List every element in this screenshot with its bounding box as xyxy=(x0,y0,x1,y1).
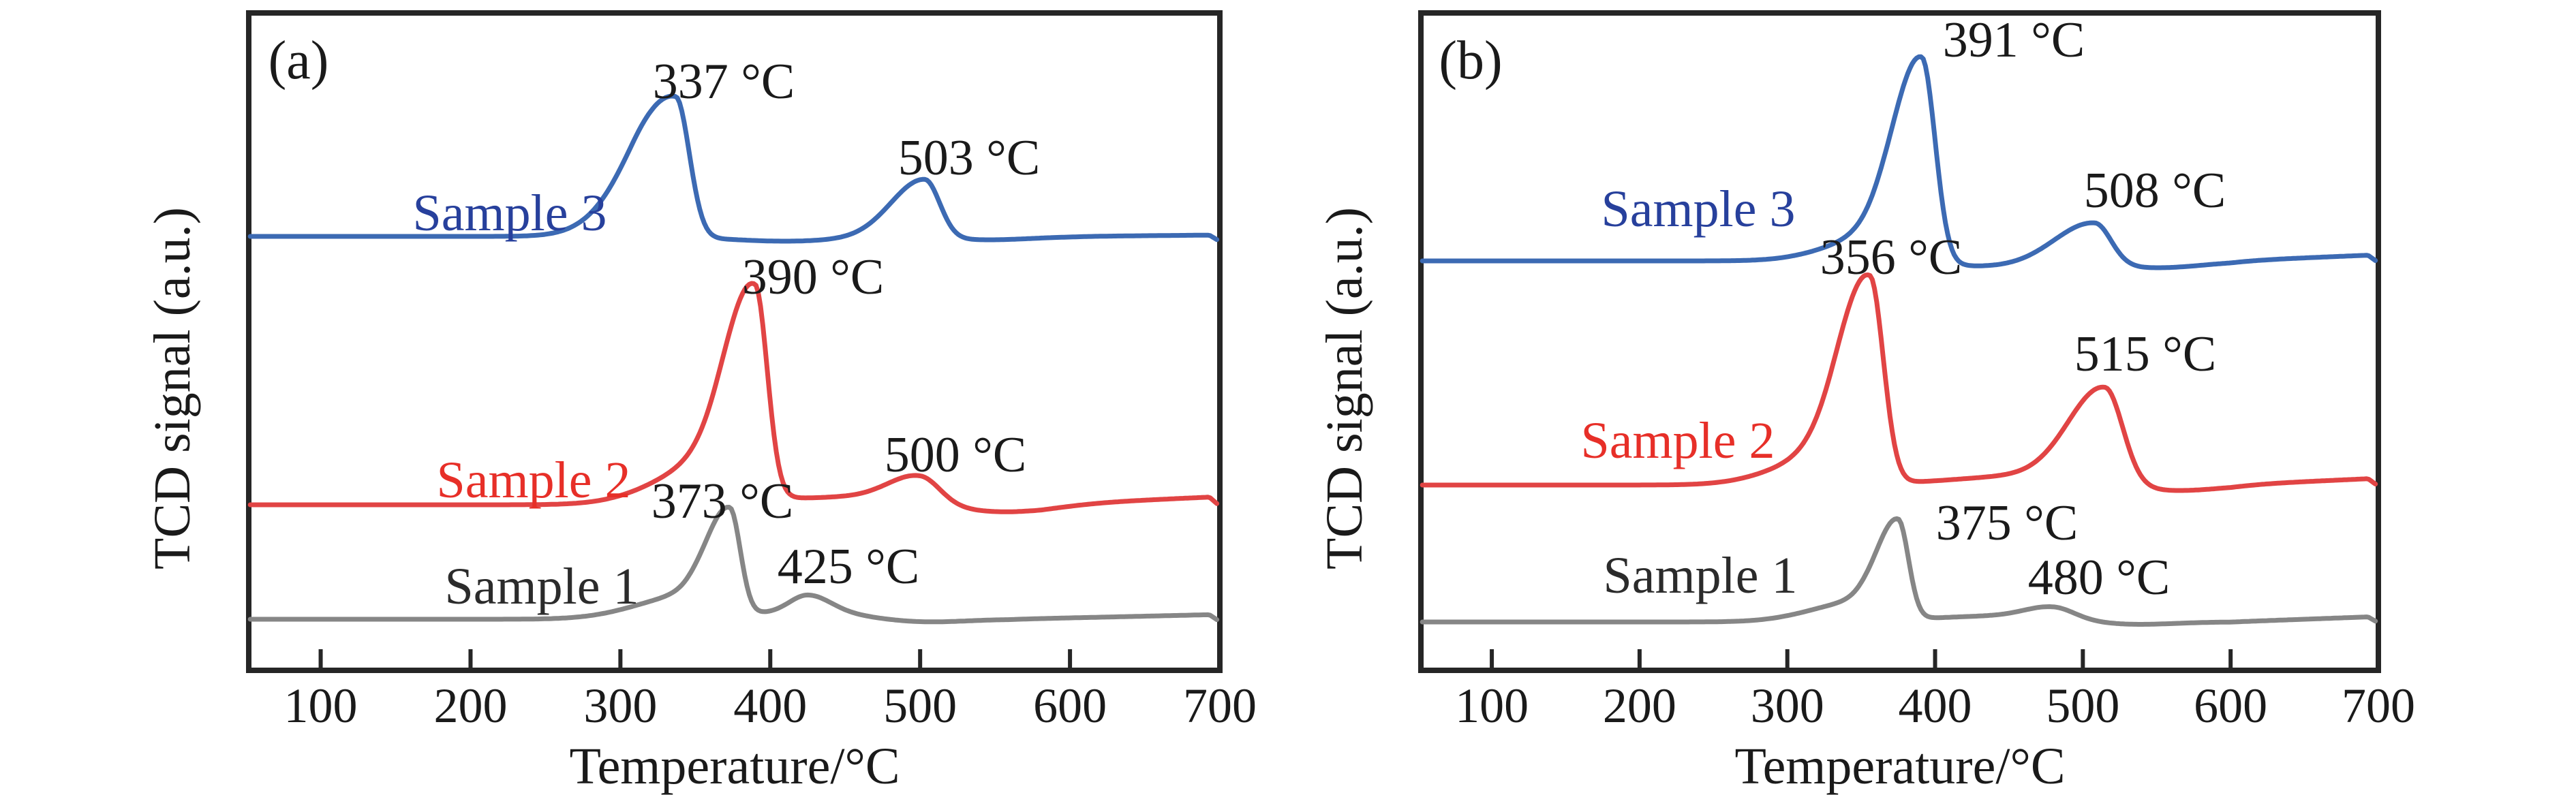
curve-sample-1 xyxy=(247,505,1220,625)
peak-annotation: 375 °C xyxy=(1936,495,2078,551)
peak-annotation: 391 °C xyxy=(1943,12,2085,68)
plot-frame xyxy=(246,10,1223,673)
x-tick-label: 300 xyxy=(1751,679,1824,733)
peak-annotation: 356 °C xyxy=(1820,230,1962,285)
x-tick-label: 600 xyxy=(2194,679,2267,733)
peak-annotation: 500 °C xyxy=(885,427,1026,483)
x-tick-label: 100 xyxy=(284,679,358,733)
x-axis-title: Temperature/°C xyxy=(1734,738,2065,795)
peak-annotation: 337 °C xyxy=(653,54,795,110)
panel-a: 100 200 300 400 500 600 700 Temperature/°C TCD s… xyxy=(144,10,1257,795)
peak-annotation: 503 °C xyxy=(898,130,1040,186)
y-axis-title: TCD signal (a.u.) xyxy=(144,207,201,570)
curve-sample-1 xyxy=(1420,516,2378,627)
x-tick-label: 700 xyxy=(2342,679,2415,733)
series-label-sample-2: Sample 2 xyxy=(437,452,631,509)
y-axis-title: TCD signal (a.u.) xyxy=(1316,207,1373,570)
curve-sample-3 xyxy=(1420,54,2378,270)
x-tick-label: 200 xyxy=(1603,679,1676,733)
peak-annotation: 480 °C xyxy=(2028,550,2170,606)
curve-sample-2 xyxy=(1420,272,2378,493)
series-label-sample-3: Sample 3 xyxy=(1601,181,1796,238)
panel-letter: (a) xyxy=(269,31,329,91)
x-tick-label: 400 xyxy=(1899,679,1972,733)
x-tick-label: 400 xyxy=(733,679,807,733)
peak-annotation: 390 °C xyxy=(742,249,884,305)
series-label-sample-1: Sample 1 xyxy=(445,558,639,615)
x-tick-label: 700 xyxy=(1183,679,1257,733)
peak-annotation: 373 °C xyxy=(651,473,793,529)
curve-sample-3 xyxy=(247,93,1220,244)
curve-sample-2 xyxy=(247,281,1220,514)
x-tick-label: 500 xyxy=(2046,679,2119,733)
peak-annotation: 508 °C xyxy=(2084,163,2226,219)
series-label-sample-3: Sample 3 xyxy=(413,185,607,242)
panel-letter: (b) xyxy=(1439,31,1502,91)
x-tick-label: 200 xyxy=(433,679,507,733)
x-tick-label: 300 xyxy=(583,679,657,733)
plot-frame xyxy=(1418,10,2381,673)
series-label-sample-1: Sample 1 xyxy=(1604,547,1798,604)
peak-annotation: 425 °C xyxy=(778,539,919,595)
x-axis-title: Temperature/°C xyxy=(569,738,900,795)
series-label-sample-2: Sample 2 xyxy=(1581,412,1775,469)
peak-annotation: 515 °C xyxy=(2074,326,2216,382)
x-tick-label: 100 xyxy=(1455,679,1529,733)
x-tick-label: 600 xyxy=(1033,679,1107,733)
x-tick-label: 500 xyxy=(883,679,957,733)
panel-b: 100 200 300 400 500 600 700 Temperature/°C TCD s… xyxy=(1316,10,2415,795)
